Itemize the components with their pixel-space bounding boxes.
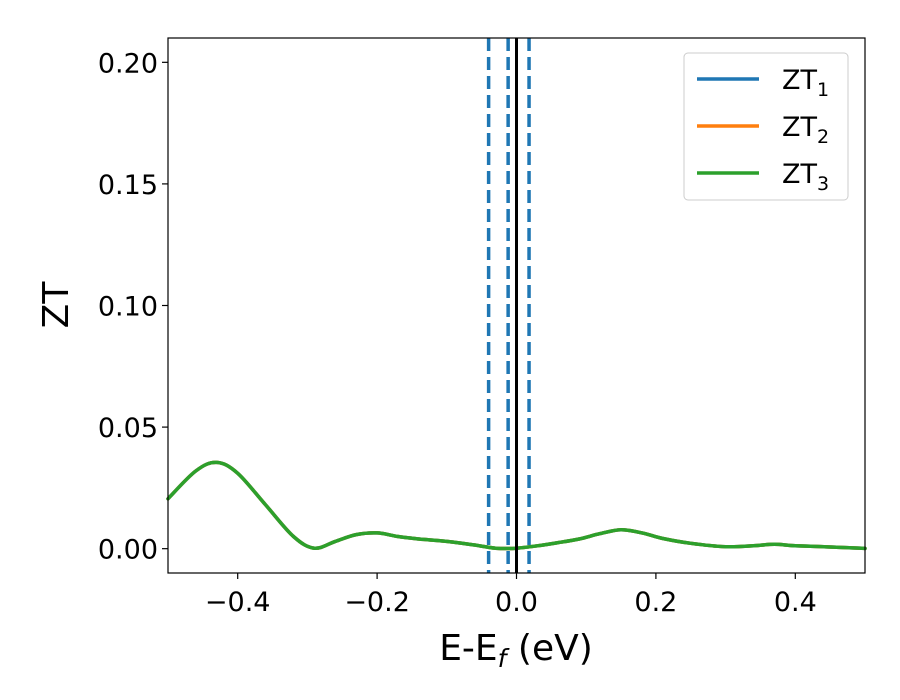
x-tick-label: 0.0 [495,587,538,618]
x-tick-label: 0.2 [634,587,677,618]
y-tick-label: 0.00 [98,535,158,566]
legend-label-zt2: ZT2 [782,112,829,148]
series-line-zt3 [166,460,867,551]
x-axis: −0.4 −0.2 0.0 0.2 0.4 [205,573,817,618]
y-axis-label: ZT [36,281,77,329]
y-tick-label: 0.05 [98,413,158,444]
series-layer [166,460,867,551]
vertical-lines [486,38,531,573]
legend-label-zt3: ZT3 [782,159,829,195]
x-tick-label: −0.2 [344,587,410,618]
legend: ZT1 ZT2 ZT3 [683,52,849,201]
y-tick-label: 0.10 [98,292,158,323]
x-tick-label: −0.4 [205,587,271,618]
y-axis: 0.00 0.05 0.10 0.15 0.20 [98,48,168,566]
x-tick-label: 0.4 [774,587,817,618]
legend-label-zt1: ZT1 [782,65,829,101]
legend-box [683,52,849,201]
x-axis-label: E-Ef (eV) [439,628,593,673]
x-axis-label-unit: (eV) [506,628,592,669]
y-tick-label: 0.20 [98,48,158,79]
y-tick-label: 0.15 [98,170,158,201]
